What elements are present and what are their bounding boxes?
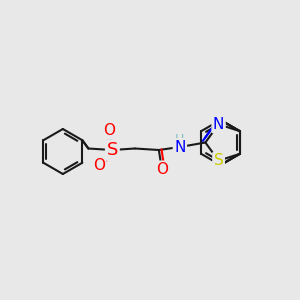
Text: O: O	[93, 158, 105, 172]
Text: N: N	[174, 140, 185, 154]
Text: H: H	[175, 133, 184, 146]
Text: S: S	[107, 141, 118, 159]
Text: N: N	[213, 117, 224, 132]
Text: S: S	[214, 153, 224, 168]
Text: O: O	[103, 123, 116, 138]
Text: O: O	[156, 162, 168, 177]
